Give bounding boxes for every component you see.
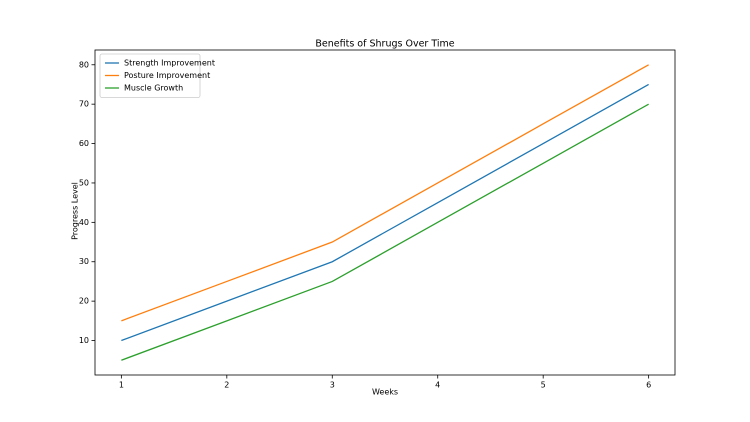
x-tick-label: 2 — [224, 381, 229, 390]
y-axis-label: Progress Level — [71, 182, 80, 240]
data-line — [121, 103, 649, 361]
y-tick-label: 50 — [79, 178, 89, 187]
y-tick-label: 40 — [79, 218, 89, 227]
x-tick-label: 5 — [541, 381, 546, 390]
legend-label: Strength Improvement — [124, 59, 215, 68]
x-tick-label: 3 — [330, 381, 335, 390]
y-tick-label: 20 — [79, 297, 89, 306]
data-line — [121, 64, 649, 322]
x-axis-label: Weeks — [372, 388, 398, 397]
x-tick-label: 6 — [646, 381, 651, 390]
legend-label: Muscle Growth — [124, 84, 183, 93]
plot-frame — [94, 49, 676, 376]
y-tick-label: 80 — [79, 60, 89, 69]
legend-box — [99, 53, 201, 98]
data-line — [121, 83, 649, 342]
y-tick-label: 60 — [79, 139, 89, 148]
x-tick-label: 1 — [119, 381, 124, 390]
legend-label: Posture Improvement — [124, 71, 210, 80]
y-tick-label: 30 — [79, 257, 89, 266]
chart-title: Benefits of Shrugs Over Time — [315, 39, 454, 50]
y-tick-label: 70 — [79, 100, 89, 109]
y-tick-label: 10 — [79, 336, 89, 345]
x-tick-label: 4 — [435, 381, 440, 390]
